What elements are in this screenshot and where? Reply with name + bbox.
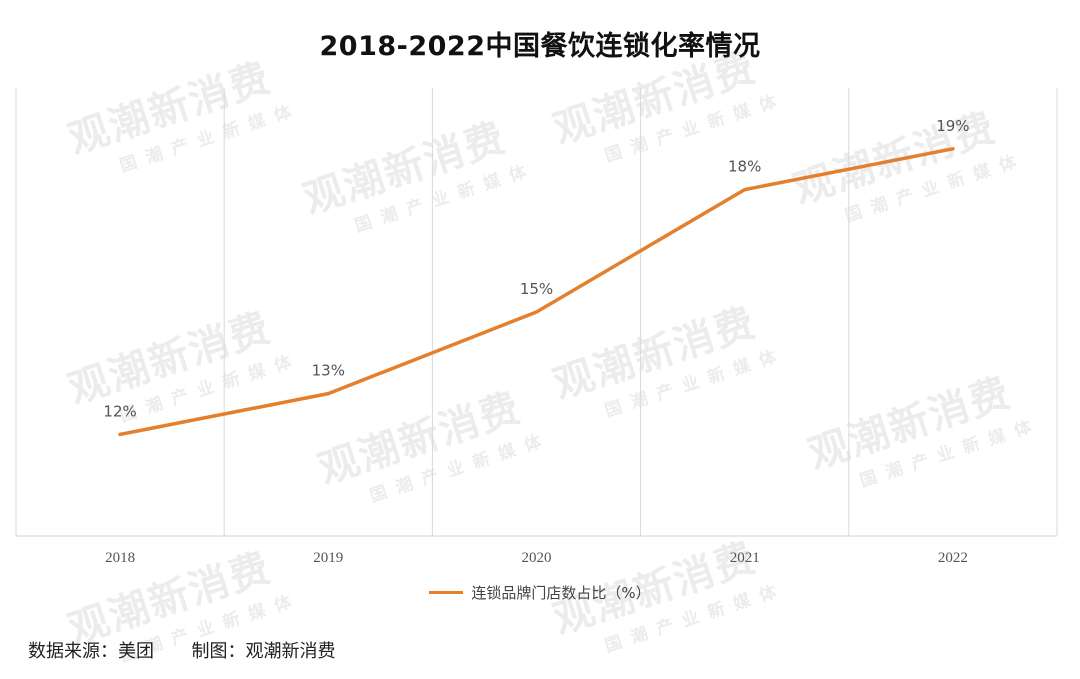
- legend-label: 连锁品牌门店数占比（%）: [471, 584, 651, 602]
- x-tick-label: 2019: [313, 550, 343, 566]
- series-line: [118, 147, 955, 437]
- x-tick-label: 2022: [938, 550, 968, 566]
- x-tick-labels: 2018 2019 2020 2021 2022: [105, 550, 968, 566]
- source-note: 数据来源：美团 制图：观潮新消费: [28, 637, 335, 663]
- data-label: 19%: [936, 117, 969, 135]
- data-label: 15%: [520, 280, 553, 298]
- legend: 连锁品牌门店数占比（%）: [0, 582, 1080, 603]
- data-label: 12%: [103, 402, 136, 420]
- x-tick-label: 2021: [730, 550, 760, 566]
- legend-line-swatch: [429, 591, 464, 594]
- data-label: 18%: [728, 158, 761, 176]
- chart-maker: 制图：观潮新消费: [191, 641, 336, 662]
- x-tick-label: 2018: [105, 550, 135, 566]
- data-source: 数据来源：美团: [28, 641, 154, 662]
- data-labels: 12% 13% 15% 18% 19%: [103, 117, 969, 421]
- data-label: 13%: [312, 362, 345, 380]
- chart-title: 2018-2022中国餐饮连锁化率情况: [319, 31, 761, 62]
- grid-lines: [15, 88, 1058, 536]
- x-tick-label: 2020: [522, 550, 552, 566]
